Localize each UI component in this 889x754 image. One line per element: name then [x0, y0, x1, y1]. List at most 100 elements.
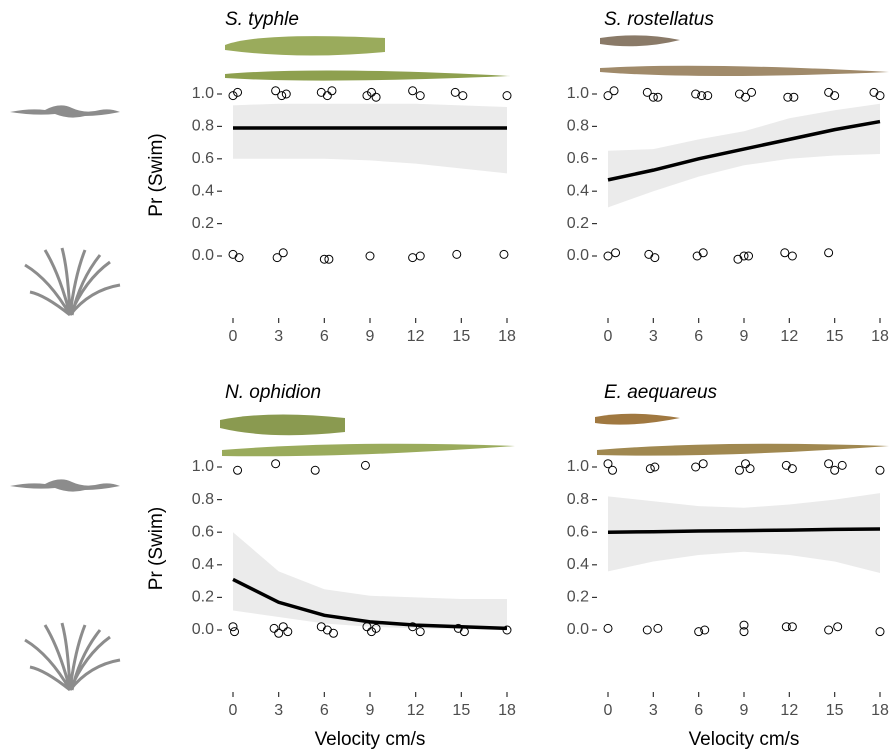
- x-tick-label: 18: [871, 328, 889, 345]
- observation-point: [744, 251, 754, 261]
- observation-point: [278, 622, 288, 632]
- observation-point: [645, 464, 655, 474]
- observation-point: [603, 251, 613, 261]
- x-tick-label: 12: [407, 328, 425, 345]
- observation-point: [644, 249, 654, 259]
- observation-point: [650, 462, 660, 472]
- observation-point: [648, 92, 658, 102]
- observation-point: [787, 464, 797, 474]
- x-tick-label: 0: [604, 702, 613, 719]
- observation-point: [415, 627, 425, 637]
- y-tick-label: 0.4: [192, 556, 214, 573]
- observation-point: [502, 625, 512, 635]
- observation-point: [408, 86, 418, 96]
- observation-point: [781, 460, 791, 470]
- observation-point: [789, 92, 799, 102]
- observation-point: [371, 92, 381, 102]
- observation-point: [233, 465, 243, 475]
- observation-point: [281, 89, 291, 99]
- observation-point: [228, 249, 238, 259]
- y-tick-label: 1.0: [567, 458, 589, 475]
- observation-point: [234, 253, 244, 263]
- seagrass-icon: [24, 247, 121, 692]
- y-tick-label: 0.0: [192, 621, 214, 638]
- x-tick-label: 18: [498, 702, 516, 719]
- observation-point: [277, 91, 287, 101]
- observation-point: [697, 91, 707, 101]
- observation-point: [611, 248, 621, 258]
- observation-point: [739, 627, 749, 637]
- x-tick-label: 18: [498, 328, 516, 345]
- y-tick-label: 0.4: [567, 556, 589, 573]
- x-tick-label: 15: [826, 328, 844, 345]
- x-tick-label: 15: [452, 328, 470, 345]
- observation-point: [653, 623, 663, 633]
- observation-point: [499, 249, 509, 259]
- x-tick-label: 12: [780, 702, 798, 719]
- observation-point: [271, 86, 281, 96]
- confidence-ribbon: [233, 532, 507, 630]
- x-tick-label: 9: [366, 702, 375, 719]
- observation-point: [608, 465, 618, 475]
- x-tick-label: 18: [871, 702, 889, 719]
- observation-point: [228, 91, 238, 101]
- observation-point: [459, 627, 469, 637]
- y-tick-label: 0.0: [192, 247, 214, 264]
- y-tick-label: 0.6: [192, 150, 214, 167]
- x-tick-label: 12: [407, 702, 425, 719]
- observation-point: [783, 92, 793, 102]
- x-tick-label: 12: [780, 328, 798, 345]
- observation-point: [415, 251, 425, 261]
- observation-point: [603, 459, 613, 469]
- observation-point: [322, 625, 332, 635]
- observation-point: [733, 254, 743, 264]
- observation-point: [745, 464, 755, 474]
- observation-point: [691, 462, 701, 472]
- observation-point: [367, 87, 377, 97]
- observation-point: [787, 251, 797, 261]
- observation-point: [319, 254, 329, 264]
- observation-point: [700, 625, 710, 635]
- observation-point: [739, 251, 749, 261]
- x-axis-label: Velocity cm/s: [315, 729, 426, 750]
- fit-line: [607, 527, 881, 534]
- observation-point: [408, 622, 418, 632]
- observation-point: [642, 87, 652, 97]
- panel-title: S. typhle: [225, 9, 299, 30]
- fish-illustration: [220, 35, 889, 457]
- observation-point: [741, 459, 751, 469]
- observation-point: [324, 254, 334, 264]
- observation-point: [408, 253, 418, 263]
- observation-point: [230, 627, 240, 637]
- observation-point: [698, 248, 708, 258]
- observation-point: [603, 91, 613, 101]
- x-tick-label: 3: [649, 328, 658, 345]
- observation-point: [310, 465, 320, 475]
- fit-line: [607, 119, 881, 182]
- x-tick-label: 3: [649, 702, 658, 719]
- y-tick-label: 0.0: [567, 247, 589, 264]
- x-tick-label: 0: [229, 328, 238, 345]
- observation-point: [415, 91, 425, 101]
- x-tick-label: 6: [320, 702, 329, 719]
- observation-point: [278, 248, 288, 258]
- observation-point: [824, 248, 834, 258]
- x-tick-label: 9: [740, 702, 749, 719]
- observation-point: [322, 91, 332, 101]
- x-tick-label: 3: [274, 702, 283, 719]
- observation-point: [875, 91, 885, 101]
- observation-point: [609, 86, 619, 96]
- y-tick-label: 1.0: [192, 458, 214, 475]
- y-tick-label: 0.8: [192, 118, 214, 135]
- observation-point: [458, 91, 468, 101]
- y-tick-label: 0.6: [567, 523, 589, 540]
- y-tick-label: 0.8: [567, 118, 589, 135]
- observation-point: [830, 465, 840, 475]
- y-tick-label: 0.2: [567, 215, 589, 232]
- observation-point: [691, 89, 701, 99]
- fit-line: [232, 577, 508, 631]
- observation-point: [781, 622, 791, 632]
- x-tick-label: 3: [274, 328, 283, 345]
- observation-point: [362, 622, 372, 632]
- x-tick-label: 15: [826, 702, 844, 719]
